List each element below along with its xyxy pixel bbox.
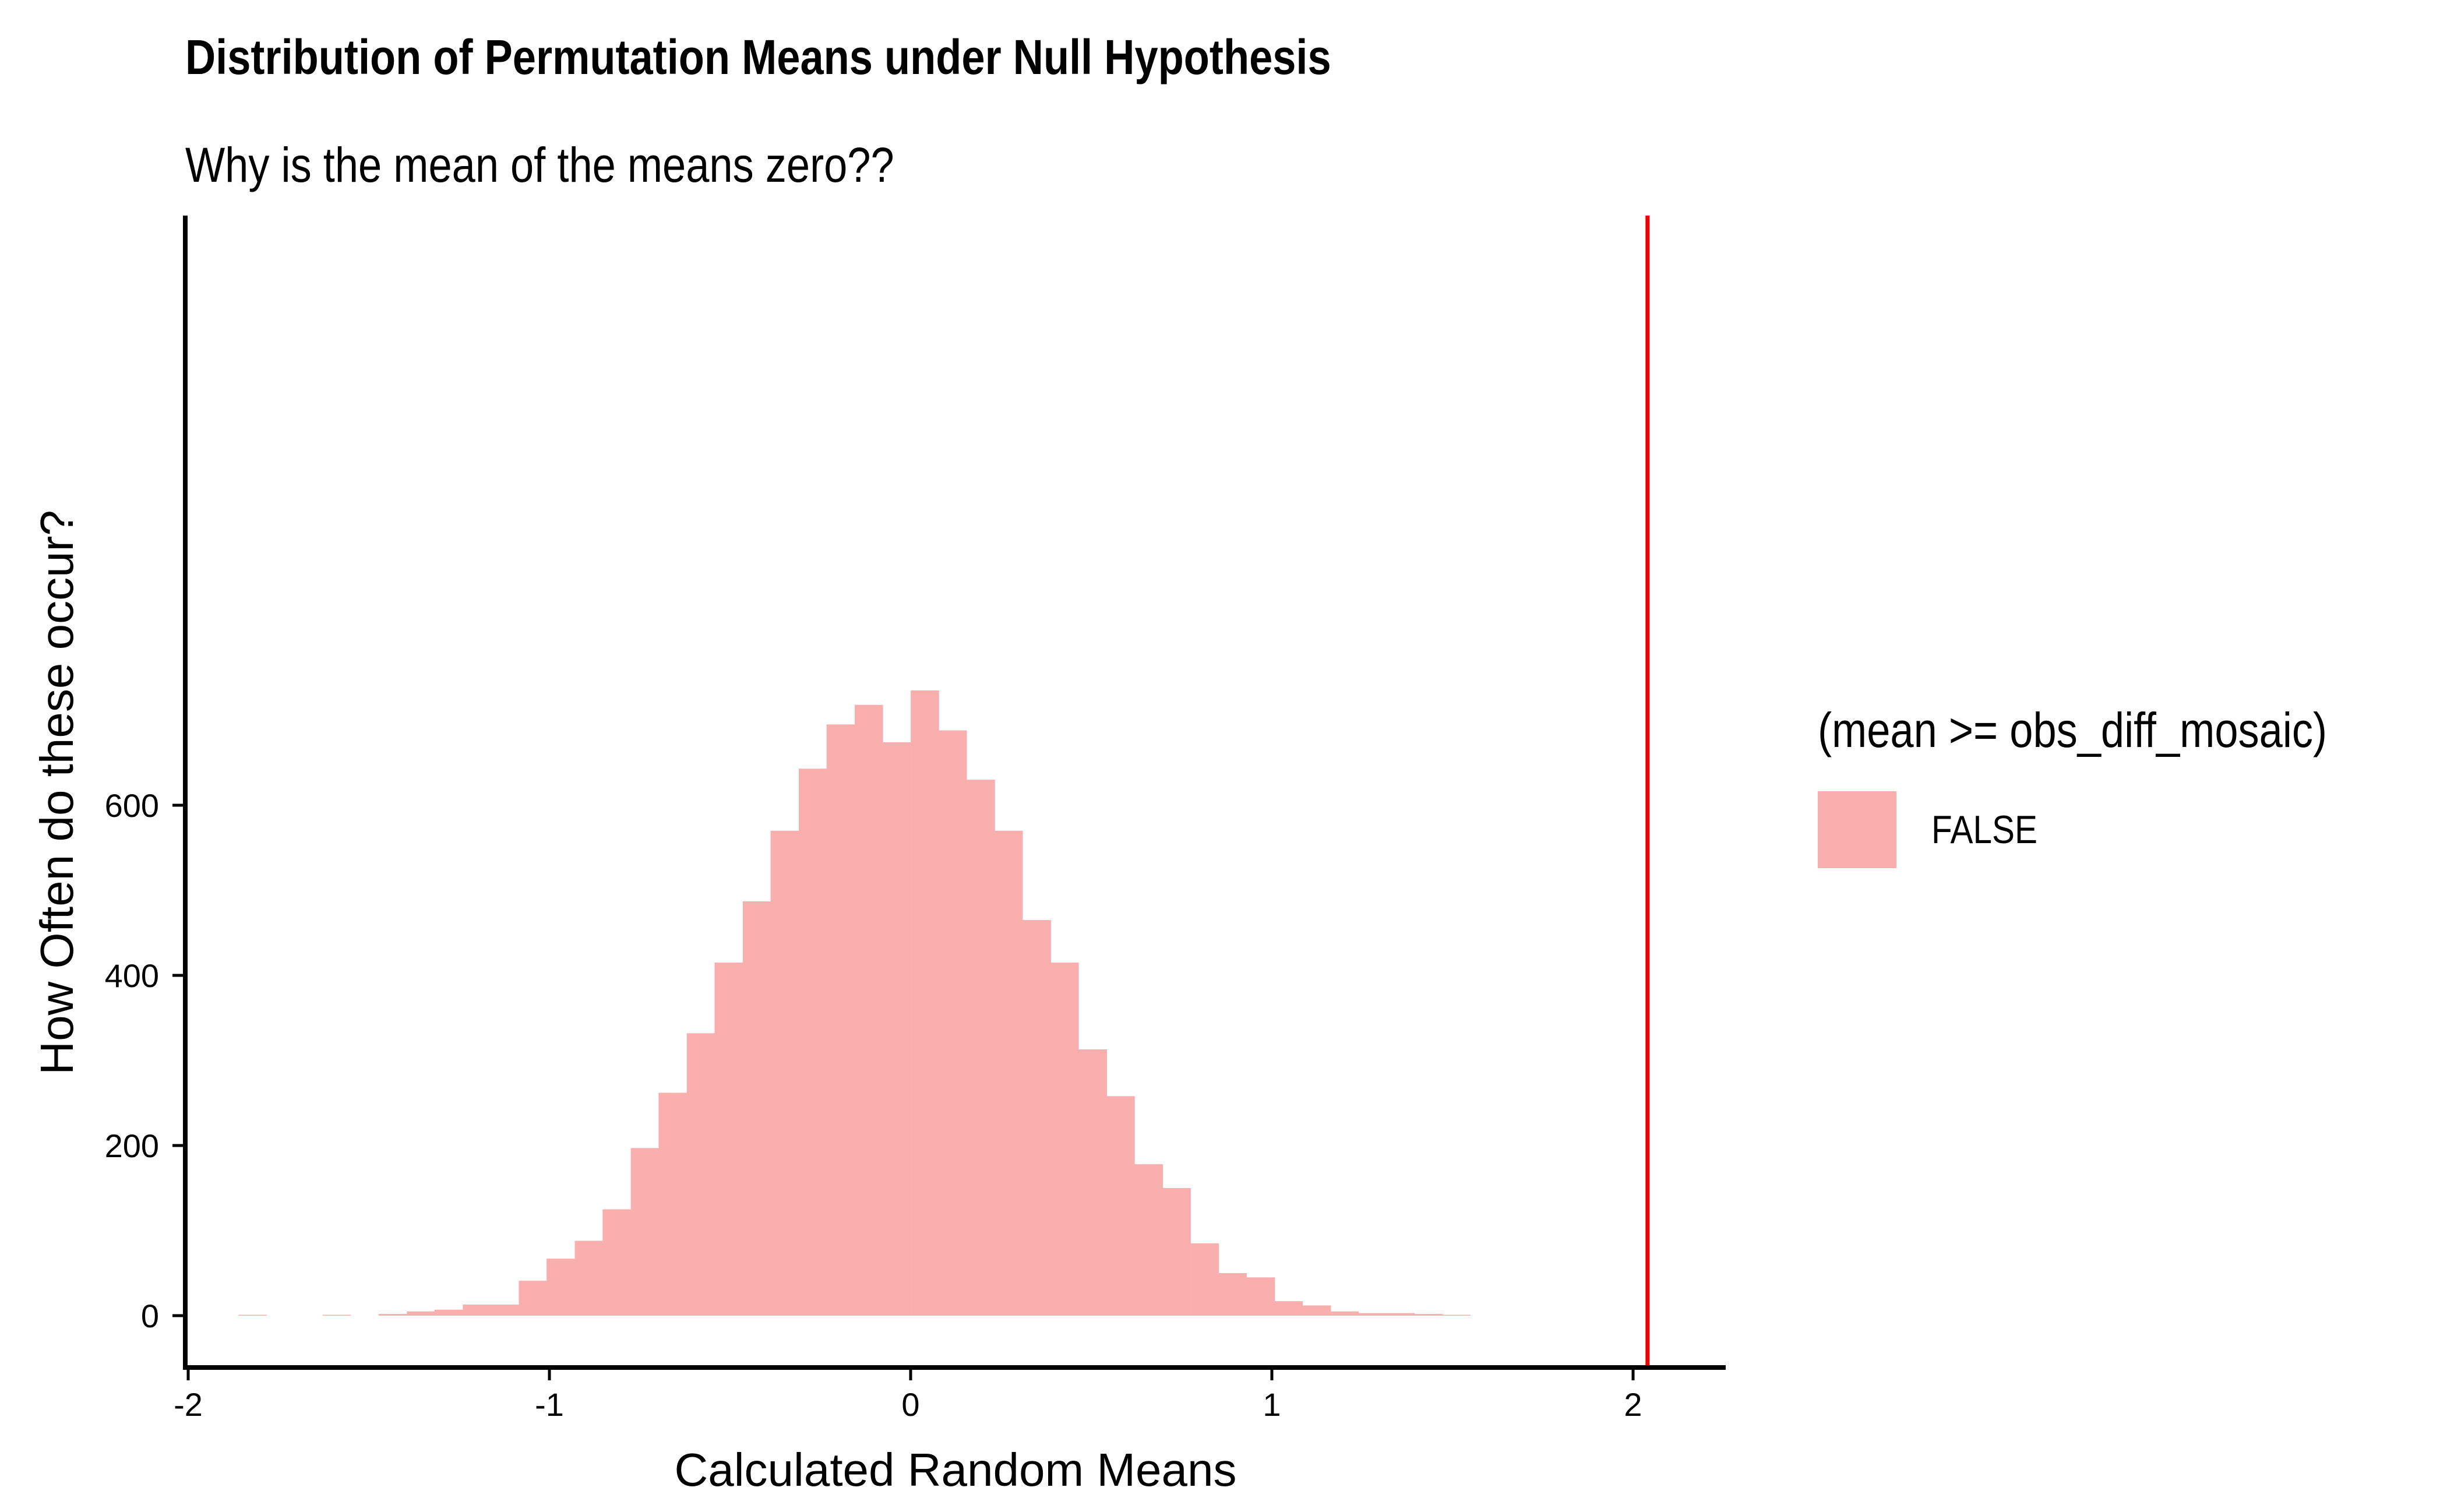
histogram-bar-25 bbox=[1022, 920, 1051, 1316]
histogram-bar-26 bbox=[1050, 963, 1079, 1316]
histogram-bar-19 bbox=[855, 704, 883, 1316]
histogram-bar-29 bbox=[1134, 1164, 1163, 1316]
chart-title: Distribution of Permutation Means under … bbox=[185, 30, 1331, 84]
histogram-bar-20 bbox=[882, 742, 911, 1316]
histogram-bar-27 bbox=[1078, 1049, 1108, 1316]
histogram-bar-3 bbox=[407, 1311, 435, 1316]
histogram-bar-13 bbox=[686, 1033, 715, 1316]
histogram-bars bbox=[238, 690, 1471, 1316]
histogram-bar-40 bbox=[1442, 1314, 1471, 1316]
histogram-bar-6 bbox=[491, 1305, 519, 1316]
legend-label-false: FALSE bbox=[1931, 808, 2038, 852]
y-tick-label-3: 600 bbox=[105, 787, 159, 824]
x-tick-label-4: 2 bbox=[1624, 1386, 1642, 1423]
histogram-bar-0 bbox=[238, 1314, 267, 1316]
histogram-bar-23 bbox=[967, 780, 995, 1316]
x-tick-label-1: -1 bbox=[535, 1386, 564, 1423]
histogram-bar-24 bbox=[994, 830, 1023, 1316]
y-tick-label-1: 200 bbox=[105, 1127, 159, 1164]
x-tick-label-3: 1 bbox=[1263, 1386, 1281, 1423]
histogram-bar-30 bbox=[1162, 1188, 1191, 1316]
histogram-bar-5 bbox=[463, 1305, 491, 1316]
histogram-bar-28 bbox=[1106, 1096, 1135, 1316]
histogram-bar-39 bbox=[1415, 1314, 1443, 1316]
histogram-bar-17 bbox=[798, 769, 827, 1316]
histogram-bar-4 bbox=[434, 1309, 463, 1316]
histogram-bar-32 bbox=[1218, 1273, 1247, 1316]
legend-title: (mean >= obs_diff_mosaic) bbox=[1818, 703, 2328, 757]
y-tick-label-2: 400 bbox=[105, 957, 159, 994]
histogram-bar-10 bbox=[602, 1209, 631, 1316]
histogram-bar-37 bbox=[1358, 1313, 1387, 1316]
histogram-bar-14 bbox=[714, 963, 743, 1316]
histogram-bar-11 bbox=[630, 1148, 660, 1316]
histogram-bar-38 bbox=[1386, 1313, 1415, 1316]
histogram-bar-35 bbox=[1302, 1305, 1331, 1316]
histogram-bar-8 bbox=[546, 1259, 575, 1316]
histogram-bar-33 bbox=[1246, 1277, 1275, 1316]
histogram-bar-7 bbox=[519, 1281, 548, 1316]
histogram-bar-2 bbox=[378, 1314, 407, 1316]
chart-subtitle: Why is the mean of the means zero?? bbox=[185, 138, 894, 192]
histogram-bar-12 bbox=[658, 1092, 687, 1316]
histogram-bar-1 bbox=[322, 1314, 351, 1316]
histogram-bar-9 bbox=[574, 1240, 604, 1316]
histogram-bar-16 bbox=[770, 830, 799, 1316]
x-axis-title: Calculated Random Means bbox=[675, 1444, 1237, 1496]
x-tick-label-2: 0 bbox=[901, 1386, 919, 1423]
axes: -2 -1 0 1 2 0 200 400 600 Calculated Random Means… bbox=[31, 216, 1726, 1496]
histogram-bar-36 bbox=[1330, 1311, 1359, 1316]
x-tick-label-0: -2 bbox=[174, 1386, 203, 1423]
legend-swatch-false bbox=[1818, 791, 1896, 868]
histogram-bar-34 bbox=[1274, 1301, 1303, 1316]
histogram-bar-31 bbox=[1190, 1243, 1219, 1316]
y-tick-label-0: 0 bbox=[141, 1298, 159, 1334]
y-axis-title: How Often do these occur? bbox=[31, 510, 83, 1074]
histogram-bar-15 bbox=[742, 901, 771, 1316]
histogram-bar-18 bbox=[826, 724, 855, 1316]
histogram-bar-22 bbox=[938, 730, 967, 1316]
histogram-bar-21 bbox=[911, 690, 939, 1316]
